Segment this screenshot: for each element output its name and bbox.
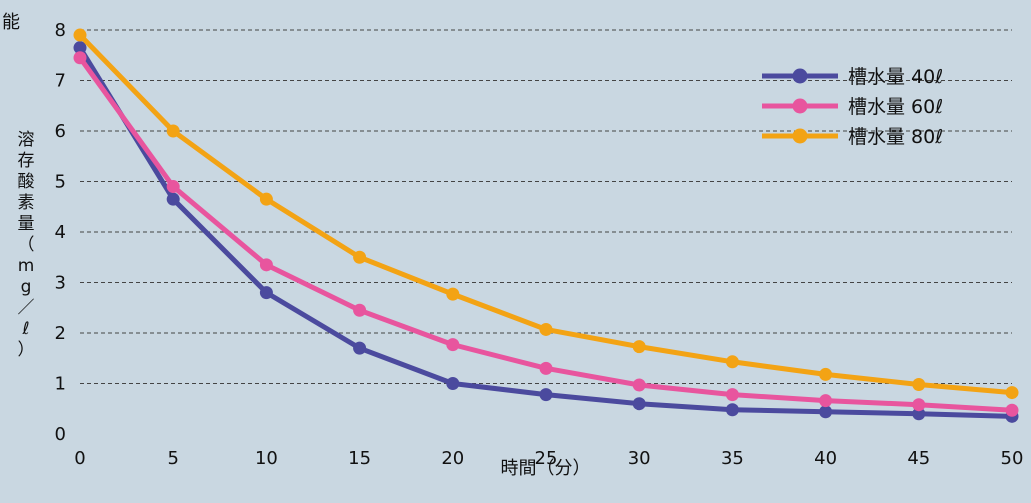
data-point: [446, 287, 460, 301]
data-point: [539, 322, 553, 336]
y-tick-labels: 0 1 2 3 4 5 6 7 8: [55, 20, 66, 445]
series-lines: [73, 28, 1019, 423]
data-point: [539, 388, 553, 402]
x-tick-label: 25: [535, 448, 558, 469]
legend-label: 槽水量 80ℓ: [848, 126, 943, 148]
y-tick-label: 1: [55, 374, 66, 395]
corner-label: 能: [2, 12, 20, 33]
y-tick-label: 5: [55, 172, 66, 193]
data-point: [912, 378, 926, 392]
data-point: [819, 394, 833, 408]
data-point: [166, 180, 180, 194]
data-point: [353, 341, 367, 355]
y-tick-label: 8: [55, 20, 66, 41]
data-point: [446, 377, 460, 390]
y-axis-label: 溶存酸素量（m g ／ ℓ）: [17, 130, 35, 360]
y-tick-label: 4: [55, 222, 66, 243]
data-point: [725, 355, 739, 369]
y-tick-label: 3: [55, 273, 66, 294]
data-point: [259, 258, 273, 272]
data-point: [259, 192, 273, 206]
legend-label: 槽水量 40ℓ: [848, 66, 943, 88]
data-point: [632, 397, 646, 411]
x-tick-label: 0: [74, 448, 85, 469]
x-tick-label: 35: [721, 448, 744, 469]
x-tick-label: 15: [348, 448, 371, 469]
data-point: [912, 407, 926, 421]
y-tick-label: 2: [55, 323, 66, 344]
x-tick-labels: 0 5 10 15 20 25 30 35 40 45 50: [74, 448, 1023, 469]
data-point: [353, 250, 367, 264]
data-point: [725, 388, 739, 402]
data-point: [166, 192, 180, 206]
data-point: [819, 405, 833, 419]
data-point: [446, 338, 460, 352]
y-tick-label: 7: [55, 71, 66, 92]
x-tick-label: 45: [907, 448, 930, 469]
x-tick-label: 20: [441, 448, 464, 469]
data-point: [1005, 403, 1019, 417]
data-point: [73, 51, 87, 65]
data-point: [725, 403, 739, 417]
data-point: [632, 340, 646, 354]
data-point: [912, 398, 926, 412]
data-point: [539, 361, 553, 375]
x-axis-label: 時間（分）: [500, 458, 591, 479]
data-point: [73, 41, 87, 55]
data-point: [632, 378, 646, 392]
legend: 槽水量 40ℓ 槽水量 60ℓ 槽水量 80ℓ: [762, 66, 943, 148]
data-point: [166, 124, 180, 138]
data-point: [819, 367, 833, 381]
x-tick-label: 30: [628, 448, 651, 469]
legend-marker: [792, 68, 808, 84]
y-tick-label: 6: [55, 121, 66, 142]
data-point: [73, 28, 87, 42]
series-line: [78, 33, 1013, 396]
data-point: [353, 303, 367, 317]
x-tick-label: 50: [1001, 448, 1024, 469]
legend-marker: [792, 98, 808, 114]
legend-marker: [792, 128, 808, 144]
legend-label: 槽水量 60ℓ: [848, 96, 943, 118]
x-tick-label: 5: [167, 448, 178, 469]
data-point: [1005, 386, 1019, 400]
data-point: [259, 286, 273, 300]
grid: [80, 29, 1012, 384]
x-tick-label: 40: [814, 448, 837, 469]
x-tick-label: 10: [255, 448, 278, 469]
y-tick-label: 0: [55, 424, 66, 445]
